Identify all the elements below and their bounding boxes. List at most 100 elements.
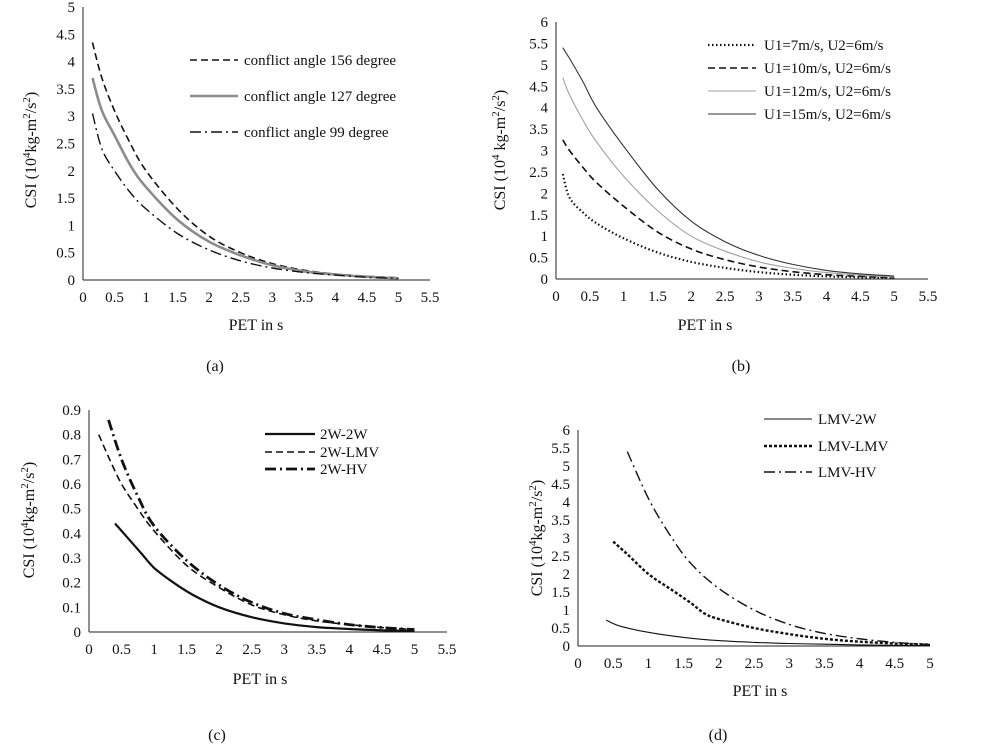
y-axis-label: CSI (104kg-m2/s2) xyxy=(21,92,40,209)
y-tick-label: 0.7 xyxy=(62,452,81,468)
y-tick-label: 3.5 xyxy=(551,513,570,529)
y-tick-label: 1 xyxy=(563,603,571,619)
legend-entry: conflict angle 127 degree xyxy=(244,89,396,105)
series-line-2 xyxy=(562,139,895,279)
y-axis-label: CSI (104kg-m2/s2) xyxy=(19,462,38,579)
y-tick-label: 0.1 xyxy=(62,600,81,616)
panel-caption: (a) xyxy=(206,358,224,375)
legend-entry: 2W-2W xyxy=(320,427,368,443)
y-tick-label: 0.5 xyxy=(529,251,548,267)
y-axis-label: CSI (104kg-m2/s2) xyxy=(527,480,546,597)
y-tick-label: 0.9 xyxy=(62,403,81,419)
x-tick-label: 0.5 xyxy=(604,656,623,672)
x-tick-label: 1 xyxy=(150,642,158,658)
x-tick-label: 5.5 xyxy=(438,642,457,658)
x-tick-label: 4.5 xyxy=(373,642,392,658)
legend-entry: 2W-LMV xyxy=(320,445,379,461)
x-tick-label: 0 xyxy=(574,656,582,672)
x-tick-label: 2.5 xyxy=(716,289,735,305)
y-tick-label: 0 xyxy=(68,273,76,289)
y-tick-label: 0.2 xyxy=(62,576,81,592)
series-line-3 xyxy=(562,77,895,278)
y-tick-label: 1.5 xyxy=(529,208,548,224)
y-tick-label: 0.8 xyxy=(62,428,81,444)
x-tick-label: 1.5 xyxy=(168,290,187,306)
x-tick-label: 0 xyxy=(85,642,93,658)
x-tick-label: 3 xyxy=(281,642,289,658)
legend-entry: U1=12m/s, U2=6m/s xyxy=(764,84,891,100)
x-tick-label: 1.5 xyxy=(648,289,667,305)
y-tick-label: 5 xyxy=(68,0,76,16)
x-tick-label: 4.5 xyxy=(358,290,377,306)
x-tick-label: 2.5 xyxy=(745,656,764,672)
x-tick-label: 4 xyxy=(856,656,864,672)
x-tick-label: 3 xyxy=(269,290,277,306)
x-tick-label: 2.5 xyxy=(242,642,261,658)
x-tick-label: 5.5 xyxy=(421,290,440,306)
y-tick-label: 4.5 xyxy=(551,477,570,493)
y-tick-label: 5 xyxy=(563,459,571,475)
x-tick-label: 4.5 xyxy=(851,289,870,305)
legend-entry: conflict angle 156 degree xyxy=(244,53,396,69)
y-tick-label: 3.5 xyxy=(56,82,75,98)
panel-caption: (d) xyxy=(709,727,728,744)
series-line-1 xyxy=(114,522,415,633)
y-tick-label: 4.5 xyxy=(529,79,548,95)
x-tick-label: 5 xyxy=(926,656,934,672)
y-tick-label: 0 xyxy=(74,625,82,641)
x-tick-label: 1.5 xyxy=(674,656,693,672)
x-tick-label: 2 xyxy=(715,656,723,672)
y-tick-label: 0 xyxy=(541,272,549,288)
y-tick-label: 0 xyxy=(563,639,571,655)
x-tick-label: 2 xyxy=(205,290,213,306)
y-tick-label: 0.5 xyxy=(56,246,75,262)
series-line-3 xyxy=(91,113,399,280)
series-line-2 xyxy=(91,77,399,280)
x-tick-label: 5 xyxy=(411,642,419,658)
y-tick-label: 2.5 xyxy=(56,137,75,153)
x-axis-label: PET in s xyxy=(733,683,788,700)
x-tick-label: 5 xyxy=(890,289,898,305)
x-tick-label: 2 xyxy=(688,289,696,305)
y-tick-label: 2.5 xyxy=(529,165,548,181)
y-tick-label: 0.3 xyxy=(62,551,81,567)
x-tick-label: 5 xyxy=(395,290,403,306)
y-tick-label: 1.5 xyxy=(56,191,75,207)
legend-entry: 2W-HV xyxy=(320,462,368,478)
series-line-2 xyxy=(612,540,931,646)
y-tick-label: 6 xyxy=(541,15,549,31)
x-tick-label: 3 xyxy=(755,289,763,305)
y-tick-label: 1 xyxy=(68,218,76,234)
x-tick-label: 3 xyxy=(785,656,793,672)
chart-panel-3: 0 0.5 1 1.5 2 2.5 3 3.5 4 4.5 5 5.5 0 0.1 0.2 0.3 0.4 0.5… xyxy=(19,403,456,744)
y-tick-label: 2 xyxy=(541,186,549,202)
legend-entry: U1=7m/s, U2=6m/s xyxy=(764,38,884,54)
y-tick-label: 2.5 xyxy=(551,549,570,565)
x-tick-label: 4 xyxy=(346,642,354,658)
x-axis-label: PET in s xyxy=(678,317,733,334)
y-tick-label: 4 xyxy=(68,55,76,71)
y-tick-label: 0.4 xyxy=(62,526,81,542)
x-tick-label: 0.5 xyxy=(105,290,124,306)
y-tick-label: 0.5 xyxy=(551,621,570,637)
x-tick-label: 0 xyxy=(552,289,560,305)
x-tick-label: 5.5 xyxy=(919,289,938,305)
legend-entry: U1=15m/s, U2=6m/s xyxy=(764,107,891,123)
y-tick-label: 3 xyxy=(563,531,571,547)
x-tick-label: 2 xyxy=(215,642,223,658)
y-axis-label: CSI (104 kg-m2/s2) xyxy=(490,90,509,211)
y-tick-label: 4 xyxy=(541,101,549,117)
series-line-1 xyxy=(561,173,895,280)
y-tick-label: 2 xyxy=(68,164,76,180)
y-tick-label: 5 xyxy=(541,58,549,74)
legend-entry: LMV-2W xyxy=(818,412,877,428)
x-tick-label: 1 xyxy=(142,290,150,306)
panel-caption: (c) xyxy=(208,727,226,744)
x-tick-label: 3.5 xyxy=(783,289,802,305)
y-tick-label: 0.5 xyxy=(62,502,81,518)
x-axis-label: PET in s xyxy=(229,317,284,334)
series-line-3 xyxy=(626,451,931,646)
panel-caption: (b) xyxy=(732,358,751,375)
y-tick-label: 1.5 xyxy=(551,585,570,601)
